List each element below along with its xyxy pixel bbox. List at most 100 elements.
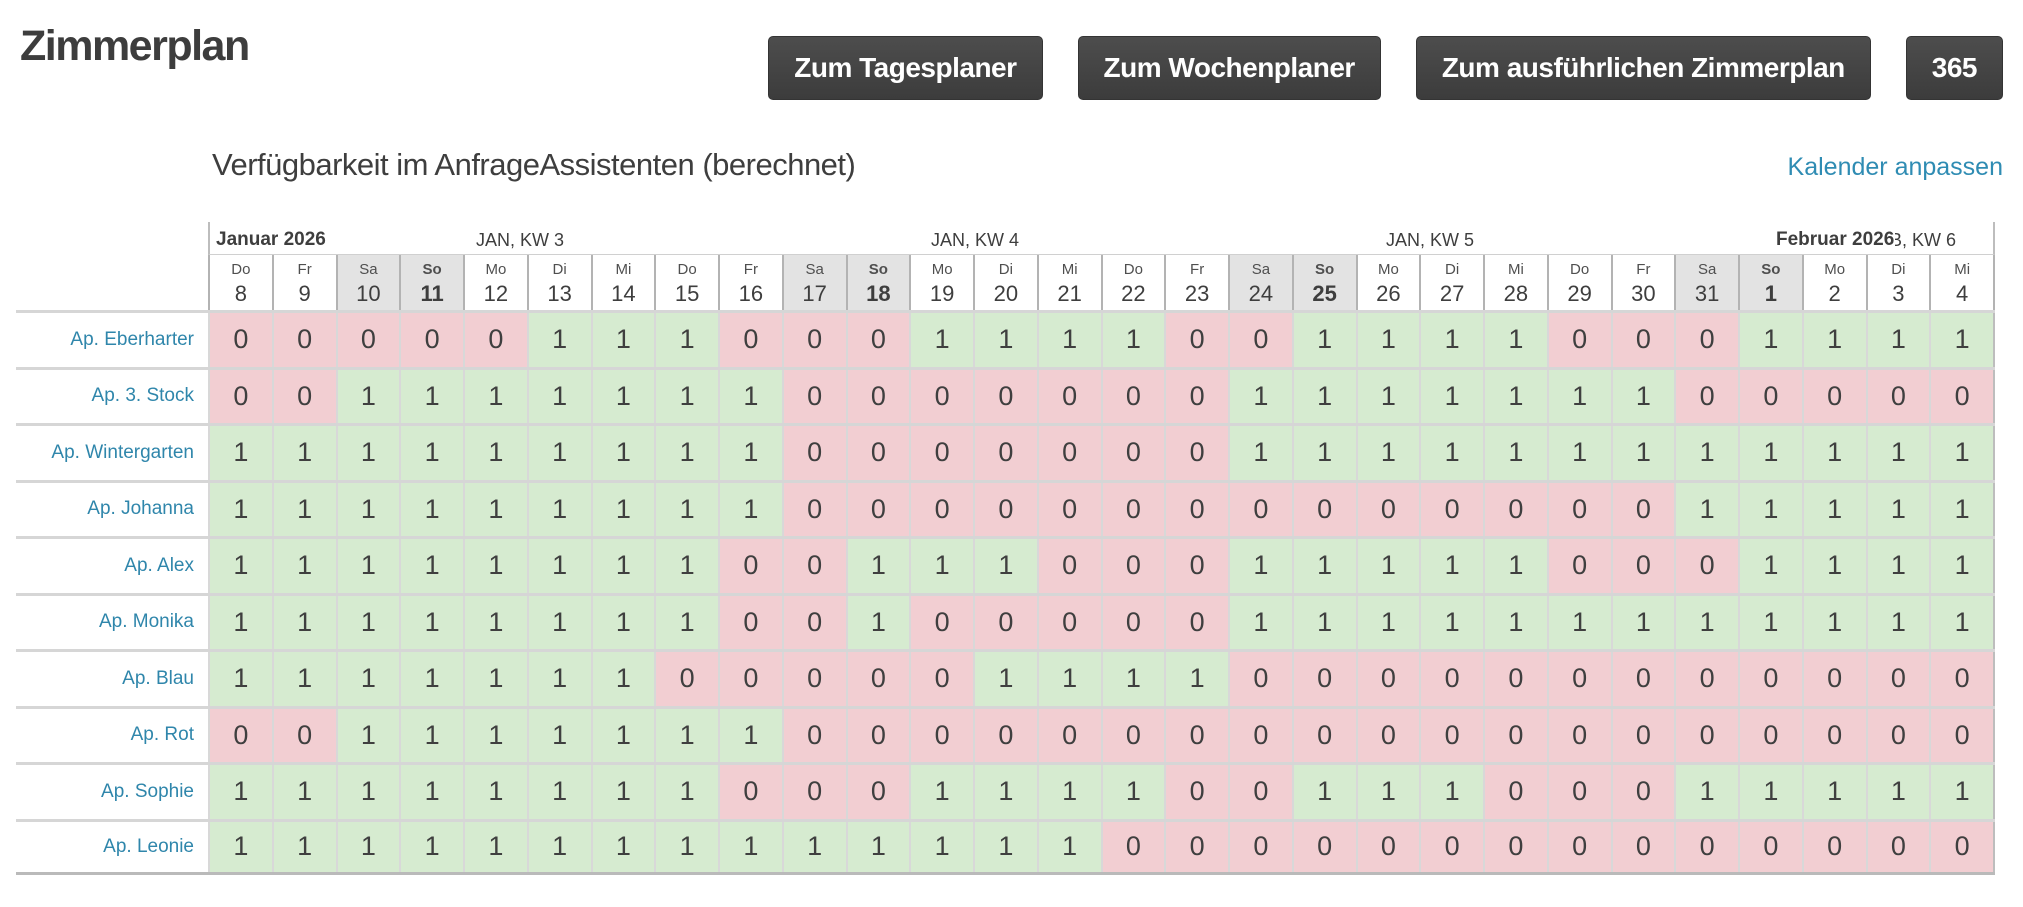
availability-cell: 1 [526,765,591,819]
room-label[interactable]: Ap. Blau [122,667,194,689]
day-number: 2 [1828,281,1841,306]
availability-cell: 0 [1546,765,1611,819]
availability-cell: 1 [1738,482,1802,536]
room-label[interactable]: Ap. Monika [98,611,194,633]
availability-cell: 0 [1801,652,1866,706]
availability-cell: 1 [845,595,910,649]
availability-table: Januar 2026 JAN, KW 3 JAN, KW 4 JAN, KW 5 Fe… [0,222,1995,875]
availability-cell: 1 [1674,765,1738,819]
availability-cell: 0 [1164,595,1228,649]
availability-cell: 1 [526,426,591,480]
availability-cell: 0 [271,369,336,423]
availability-cell: 1 [399,482,463,536]
availability-cell: 0 [718,313,782,367]
day-number: 18 [866,281,891,306]
day-header-cell: Di 13 [526,255,591,310]
availability-cell: 0 [1483,708,1547,762]
room-row: Ap. 3. Stock 0 0 1 1 1 1 1 1 1 0 0 0 0 0 0 0 1 1 1 1 1 1 1 0 0 0 0 0 [16,366,1995,423]
ausfuehrlicher-zimmerplan-button[interactable]: Zum ausführlichen Zimmerplan [1415,36,1871,100]
kalender-anpassen-link[interactable]: Kalender anpassen [1787,153,2003,181]
availability-cell: 0 [718,765,782,819]
availability-cell: 1 [1036,765,1101,819]
room-label[interactable]: Ap. Leonie [103,835,194,857]
availability-cell: 1 [271,595,336,649]
day-number: 31 [1694,281,1720,306]
availability-cell: 1 [718,482,782,536]
availability-cell: 1 [1546,595,1611,649]
availability-cell: 1 [526,821,591,872]
room-label[interactable]: Ap. Eberharter [70,328,194,350]
availability-cell: 1 [654,821,718,872]
weekday-label: Fr [1636,261,1651,278]
availability-cell: 0 [1164,821,1228,872]
day-header-cell: Di 3 [1865,255,1930,310]
availability-cell: 1 [1865,595,1930,649]
availability-cell: 1 [1483,426,1547,480]
availability-cell: 0 [1674,369,1738,423]
day-header-cell: Fr 9 [271,255,336,310]
365-button[interactable]: 365 [1905,36,2003,100]
availability-cell: 1 [208,482,272,536]
availability-cell: 1 [399,426,463,480]
room-label[interactable]: Ap. Johanna [87,498,194,520]
availability-cell: 0 [909,482,973,536]
availability-cell: 1 [335,369,400,423]
availability-cell: 1 [1228,369,1292,423]
availability-cell: 1 [1801,426,1866,480]
tagesplaner-button[interactable]: Zum Tagesplaner [768,36,1043,100]
availability-cell: 1 [1865,482,1930,536]
availability-cell: 1 [335,426,400,480]
room-label[interactable]: Ap. 3. Stock [91,385,194,407]
availability-cell: 0 [1419,482,1483,536]
availability-cell: 0 [1164,313,1228,367]
availability-cell: 0 [1610,765,1675,819]
day-header-cell: So 25 [1291,255,1356,310]
room-label[interactable]: Ap. Wintergarten [51,441,194,463]
availability-cell: 1 [1228,539,1292,593]
day-number: 3 [1892,281,1905,306]
day-header-cell: Mi 14 [590,255,655,310]
weekday-label: Mo [1824,261,1846,278]
availability-cell: 1 [1801,765,1866,819]
availability-cell: 0 [1610,539,1675,593]
availability-cell: 1 [208,821,272,872]
availability-cell: 1 [1483,539,1547,593]
day-number: 24 [1248,281,1274,306]
availability-cell: 1 [1546,369,1611,423]
weekday-label: Mi [1061,261,1078,278]
month-label: Januar 2026 [216,229,327,251]
availability-cell: 0 [271,313,336,367]
room-label[interactable]: Ap. Rot [130,724,194,746]
availability-cell: 1 [463,539,527,593]
room-row: Ap. Blau 1 1 1 1 1 1 1 0 0 0 0 0 1 1 1 1 0 0 0 0 0 0 0 0 0 0 0 0 [16,649,1995,706]
availability-cell: 1 [973,652,1037,706]
availability-cell: 1 [718,708,782,762]
availability-cell: 0 [1483,821,1547,872]
day-header-row: Do 8 Fr 9 Sa 10 So 11 Mo 12 Di 13 Mi 14 Do 15 Fr 16 Sa 17 So… [16,255,1995,310]
availability-cell: 1 [590,482,655,536]
day-number: 16 [738,281,764,306]
availability-cell: 0 [781,652,846,706]
availability-cell: 1 [399,539,463,593]
weekday-label: Di [1445,261,1460,278]
weekday-label: So [422,261,442,278]
wochenplaner-button[interactable]: Zum Wochenplaner [1077,36,1381,100]
availability-cell: 0 [1100,482,1165,536]
toolbar: Zum Tagesplaner Zum Wochenplaner Zum aus… [768,36,2003,100]
availability-cell: 0 [1738,652,1802,706]
availability-cell: 1 [399,595,463,649]
availability-cell: 1 [463,708,527,762]
room-label[interactable]: Ap. Alex [124,554,194,576]
room-label[interactable]: Ap. Sophie [101,780,194,802]
weekday-label: Do [1123,261,1143,278]
availability-cell: 0 [909,595,973,649]
availability-cell: 1 [1355,313,1420,367]
availability-cell: 1 [1291,765,1356,819]
availability-cell: 0 [781,765,846,819]
availability-cell: 1 [526,482,591,536]
availability-cell: 1 [1483,595,1547,649]
availability-cell: 0 [845,369,910,423]
availability-cell: 1 [1674,426,1738,480]
day-header-cell: So 11 [399,255,463,310]
availability-cell: 1 [1610,426,1675,480]
